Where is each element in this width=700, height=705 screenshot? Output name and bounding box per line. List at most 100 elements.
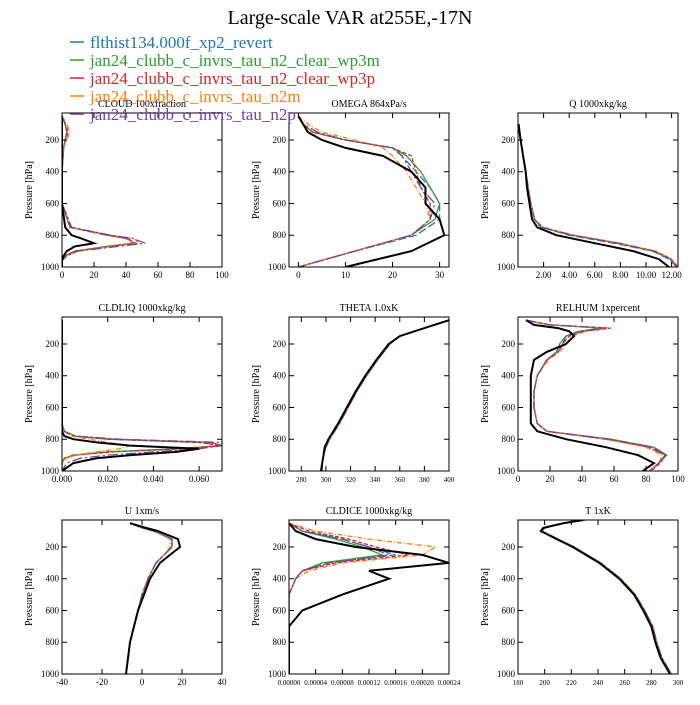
series-line-3 [62,115,141,267]
legend-label: jan24_clubb_c_invrs_tau_n2m [89,87,301,106]
series-line-4 [62,115,146,267]
x-tick-label: 6.00 [587,270,603,280]
x-tick-label: 0.00004 [304,679,327,687]
y-tick-label: 800 [273,637,287,647]
legend-label: jan24_clubb_c_invrs_tau_n2_clear_wp3p [89,69,375,88]
series-line-1 [289,522,385,674]
series-line-1 [321,319,449,471]
x-tick-label: 0.00008 [331,679,354,687]
series-line-control [62,116,98,267]
panel-title: U 1xm/s [125,506,159,517]
y-axis-label: Pressure [hPa] [251,365,262,423]
x-tick-label: 30 [435,270,445,280]
series-group [289,522,449,674]
series-line-control [525,319,656,471]
x-tick-label: 60 [154,270,164,280]
x-tick-label: 0 [140,677,145,687]
y-tick-label: 400 [273,167,287,177]
y-tick-label: 400 [46,574,60,584]
x-tick-label: 100 [671,474,685,484]
y-tick-label: 400 [46,371,60,381]
legend-item-4: jan24_clubb_c_invrs_tau_n2p [70,105,296,124]
y-axis-label: Pressure [hPa] [24,365,35,423]
x-tick-label: 40 [578,474,588,484]
y-tick-label: 600 [46,198,60,208]
y-tick-label: 800 [273,230,287,240]
panel-1: OMEGA 864xPa/s 0 10 20 30 200 400 600 800 1000 Pre… [251,99,450,280]
x-tick-label: -40 [56,677,68,687]
y-tick-label: 600 [502,605,516,615]
y-tick-label: 400 [46,167,60,177]
series-line-2 [297,115,431,267]
y-axis-label: Pressure [hPa] [480,365,491,423]
legend-label: flthist134.000f_xp2_revert [90,33,273,52]
series-line-1 [540,520,672,674]
series-line-2 [540,520,672,674]
y-tick-label: 600 [502,402,516,412]
series-group [539,520,672,674]
panel-title: CLDICE 1000xkg/kg [326,506,412,517]
series-line-2 [525,319,667,471]
x-tick-label: 320 [345,476,356,484]
x-tick-label: 240 [593,679,604,687]
panel-6: U 1xm/s -40 -20 0 20 40 200 400 600 800 1000 Pressu… [24,506,227,687]
plot-frame [517,519,679,675]
series-line-1 [525,319,668,471]
y-tick-label: 200 [46,339,60,349]
x-tick-label: 260 [619,679,630,687]
x-tick-label: 180 [513,679,524,687]
plot-frame [517,112,679,268]
x-tick-label: 10.00 [636,270,657,280]
series-group [525,319,668,471]
series-line-0 [289,522,396,674]
series-line-1 [62,320,222,471]
series-line-4 [321,319,449,471]
x-tick-label: 280 [296,476,307,484]
series-line-1 [62,115,134,267]
panel-4: THETA 1.0xK 280 300 320 340 360 380 400 200 400 60… [251,303,455,484]
series-line-control [289,522,449,674]
y-tick-label: 600 [273,605,287,615]
panel-7: CLDICE 1000xkg/kg 0.00000 0.00004 0.00008 0.… [251,506,461,687]
y-tick-label: 600 [273,402,287,412]
x-tick-label: 0.040 [143,474,164,484]
y-axis-label: Pressure [hPa] [480,161,491,219]
x-tick-label: 0.060 [189,474,210,484]
x-tick-label: 60 [610,474,620,484]
panel-title: T 1xK [585,506,611,517]
panel-2: Q 1000xkg/kg 2.00 4.00 6.00 8.00 10.00 12.00 20… [480,99,682,280]
series-line-4 [62,320,222,471]
x-tick-label: 40 [218,677,228,687]
legend-group: flthist134.000f_xp2_revert jan24_clubb_c_… [70,33,380,124]
series-line-3 [321,319,449,471]
y-tick-label: 200 [273,542,287,552]
series-line-0 [125,522,173,674]
series-group [62,115,146,267]
series-line-3 [525,319,663,471]
y-tick-label: 1000 [268,262,287,272]
panel-5: RELHUM 1xpercent 0 20 40 60 80 100 200 400 600 800… [480,303,685,484]
x-tick-label: -20 [96,677,108,687]
panel-3: CLDLIQ 1000xkg/kg 0.000 0.020 0.040 0.060 200… [24,303,223,484]
x-tick-label: 0.00012 [358,679,381,687]
x-tick-label: 2.00 [536,270,552,280]
figure-title: Large-scale VAR at255E,-17N [228,7,473,29]
series-line-control [320,319,449,471]
y-tick-label: 1000 [497,466,516,476]
x-tick-label: 80 [642,474,652,484]
series-line-4 [518,124,678,267]
x-tick-label: 80 [186,270,196,280]
series-line-4 [525,319,667,471]
series-line-control [518,123,670,267]
x-tick-label: 100 [215,270,229,280]
series-line-1 [125,522,173,674]
y-tick-label: 1000 [41,669,60,679]
x-tick-label: 10 [341,270,351,280]
series-line-1 [518,124,678,267]
panel-title: OMEGA 864xPa/s [331,99,406,110]
y-tick-label: 800 [502,434,516,444]
series-line-control [297,115,446,267]
series-group [518,123,678,267]
x-tick-label: 280 [646,679,657,687]
